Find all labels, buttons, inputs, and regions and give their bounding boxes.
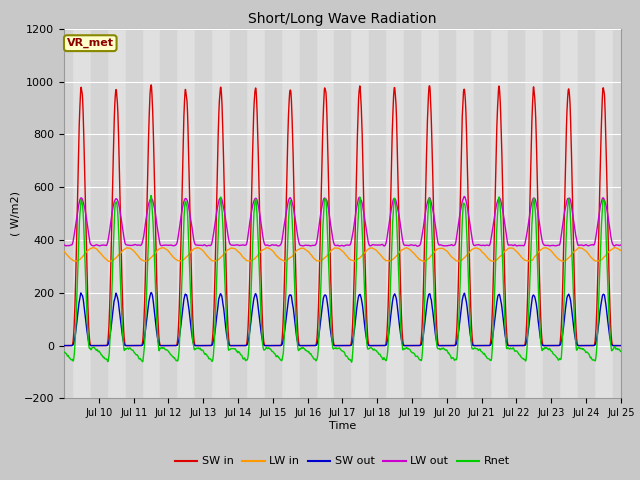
- Title: Short/Long Wave Radiation: Short/Long Wave Radiation: [248, 12, 436, 26]
- Bar: [335, 29, 342, 398]
- Bar: [230, 29, 238, 398]
- Bar: [578, 29, 586, 398]
- Bar: [204, 29, 211, 398]
- Bar: [412, 29, 420, 398]
- Bar: [64, 29, 72, 398]
- Bar: [99, 29, 107, 398]
- Bar: [613, 29, 621, 398]
- Bar: [586, 29, 594, 398]
- Bar: [516, 29, 524, 398]
- Bar: [377, 29, 385, 398]
- Bar: [300, 29, 308, 398]
- Text: VR_met: VR_met: [67, 38, 114, 48]
- Bar: [342, 29, 350, 398]
- Bar: [404, 29, 412, 398]
- Bar: [543, 29, 551, 398]
- Bar: [508, 29, 516, 398]
- Bar: [481, 29, 490, 398]
- Bar: [238, 29, 246, 398]
- Bar: [168, 29, 177, 398]
- X-axis label: Time: Time: [329, 421, 356, 431]
- Bar: [369, 29, 377, 398]
- Bar: [161, 29, 168, 398]
- Bar: [474, 29, 481, 398]
- Bar: [439, 29, 447, 398]
- Bar: [134, 29, 141, 398]
- Bar: [308, 29, 316, 398]
- Bar: [551, 29, 559, 398]
- Legend: SW in, LW in, SW out, LW out, Rnet: SW in, LW in, SW out, LW out, Rnet: [171, 452, 514, 471]
- Bar: [447, 29, 455, 398]
- Bar: [91, 29, 99, 398]
- Bar: [125, 29, 134, 398]
- Bar: [265, 29, 273, 398]
- Bar: [273, 29, 281, 398]
- Y-axis label: ( W/m2): ( W/m2): [11, 191, 21, 236]
- Bar: [195, 29, 204, 398]
